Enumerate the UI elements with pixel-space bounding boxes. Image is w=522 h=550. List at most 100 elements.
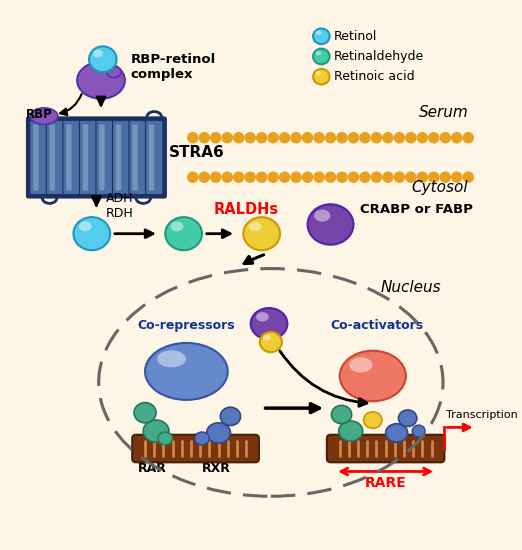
FancyBboxPatch shape bbox=[132, 124, 138, 190]
FancyBboxPatch shape bbox=[327, 434, 444, 463]
FancyBboxPatch shape bbox=[30, 120, 48, 195]
Text: RBP: RBP bbox=[26, 108, 52, 121]
Circle shape bbox=[314, 133, 324, 143]
Text: RALDHs: RALDHs bbox=[213, 202, 279, 217]
Ellipse shape bbox=[143, 420, 169, 442]
Circle shape bbox=[360, 172, 370, 182]
Ellipse shape bbox=[157, 350, 186, 367]
Ellipse shape bbox=[314, 210, 330, 222]
Circle shape bbox=[429, 172, 439, 182]
Ellipse shape bbox=[398, 410, 417, 426]
FancyBboxPatch shape bbox=[146, 120, 163, 195]
Text: Nucleus: Nucleus bbox=[381, 279, 441, 295]
Circle shape bbox=[337, 133, 347, 143]
Circle shape bbox=[349, 133, 359, 143]
Circle shape bbox=[394, 133, 405, 143]
Circle shape bbox=[371, 133, 382, 143]
Circle shape bbox=[394, 172, 405, 182]
Ellipse shape bbox=[349, 358, 372, 372]
FancyBboxPatch shape bbox=[132, 434, 259, 463]
Circle shape bbox=[234, 172, 244, 182]
Ellipse shape bbox=[77, 62, 125, 98]
Circle shape bbox=[245, 172, 255, 182]
Ellipse shape bbox=[260, 332, 282, 352]
Ellipse shape bbox=[145, 343, 228, 400]
Circle shape bbox=[199, 172, 209, 182]
Circle shape bbox=[326, 133, 336, 143]
FancyBboxPatch shape bbox=[82, 124, 88, 190]
FancyBboxPatch shape bbox=[46, 120, 64, 195]
Circle shape bbox=[429, 133, 439, 143]
Ellipse shape bbox=[93, 50, 103, 57]
Ellipse shape bbox=[315, 71, 321, 75]
Ellipse shape bbox=[331, 405, 352, 424]
Circle shape bbox=[211, 133, 221, 143]
Ellipse shape bbox=[315, 51, 321, 56]
Circle shape bbox=[326, 172, 336, 182]
Circle shape bbox=[188, 172, 198, 182]
Ellipse shape bbox=[134, 403, 156, 423]
Circle shape bbox=[291, 172, 301, 182]
Circle shape bbox=[383, 133, 393, 143]
Ellipse shape bbox=[79, 222, 92, 232]
Circle shape bbox=[234, 133, 244, 143]
Circle shape bbox=[463, 133, 473, 143]
Text: Co-activators: Co-activators bbox=[331, 319, 424, 332]
Circle shape bbox=[314, 172, 324, 182]
Circle shape bbox=[222, 172, 232, 182]
Ellipse shape bbox=[30, 108, 58, 124]
FancyBboxPatch shape bbox=[50, 124, 55, 190]
Circle shape bbox=[291, 133, 301, 143]
Ellipse shape bbox=[195, 432, 209, 445]
Ellipse shape bbox=[313, 29, 329, 44]
Circle shape bbox=[337, 172, 347, 182]
Ellipse shape bbox=[364, 412, 382, 428]
FancyBboxPatch shape bbox=[27, 117, 166, 198]
Ellipse shape bbox=[256, 312, 269, 322]
Ellipse shape bbox=[251, 308, 288, 339]
Ellipse shape bbox=[207, 423, 230, 443]
Ellipse shape bbox=[313, 69, 329, 85]
Circle shape bbox=[452, 133, 462, 143]
Text: RXR: RXR bbox=[202, 463, 231, 475]
Ellipse shape bbox=[99, 268, 443, 496]
Circle shape bbox=[188, 133, 198, 143]
Circle shape bbox=[268, 133, 278, 143]
Circle shape bbox=[303, 133, 313, 143]
Text: RARE: RARE bbox=[365, 476, 407, 490]
FancyBboxPatch shape bbox=[66, 124, 72, 190]
FancyBboxPatch shape bbox=[96, 120, 113, 195]
Circle shape bbox=[383, 172, 393, 182]
Ellipse shape bbox=[165, 217, 202, 250]
FancyBboxPatch shape bbox=[112, 120, 130, 195]
Ellipse shape bbox=[220, 407, 241, 426]
Circle shape bbox=[406, 133, 416, 143]
Ellipse shape bbox=[313, 49, 329, 64]
Ellipse shape bbox=[263, 334, 271, 340]
Circle shape bbox=[280, 172, 290, 182]
FancyBboxPatch shape bbox=[116, 124, 121, 190]
FancyBboxPatch shape bbox=[79, 120, 97, 195]
Ellipse shape bbox=[106, 67, 121, 78]
Ellipse shape bbox=[158, 432, 173, 445]
Text: Retinol: Retinol bbox=[334, 30, 377, 43]
Text: Serum: Serum bbox=[419, 105, 468, 120]
Text: Retinoic acid: Retinoic acid bbox=[334, 70, 415, 83]
Text: Co-repressors: Co-repressors bbox=[138, 319, 235, 332]
FancyBboxPatch shape bbox=[33, 124, 39, 190]
Text: ADH
RDH: ADH RDH bbox=[105, 192, 133, 220]
FancyBboxPatch shape bbox=[63, 120, 80, 195]
Ellipse shape bbox=[386, 424, 408, 442]
Text: Cytosol: Cytosol bbox=[412, 180, 468, 195]
Circle shape bbox=[406, 172, 416, 182]
Text: CRABP or FABP: CRABP or FABP bbox=[360, 204, 473, 216]
Circle shape bbox=[280, 133, 290, 143]
Circle shape bbox=[440, 172, 450, 182]
Text: Transcription: Transcription bbox=[446, 410, 518, 420]
Circle shape bbox=[463, 172, 473, 182]
FancyBboxPatch shape bbox=[99, 124, 105, 190]
Circle shape bbox=[245, 133, 255, 143]
Circle shape bbox=[360, 133, 370, 143]
Circle shape bbox=[257, 133, 267, 143]
Ellipse shape bbox=[243, 217, 280, 250]
